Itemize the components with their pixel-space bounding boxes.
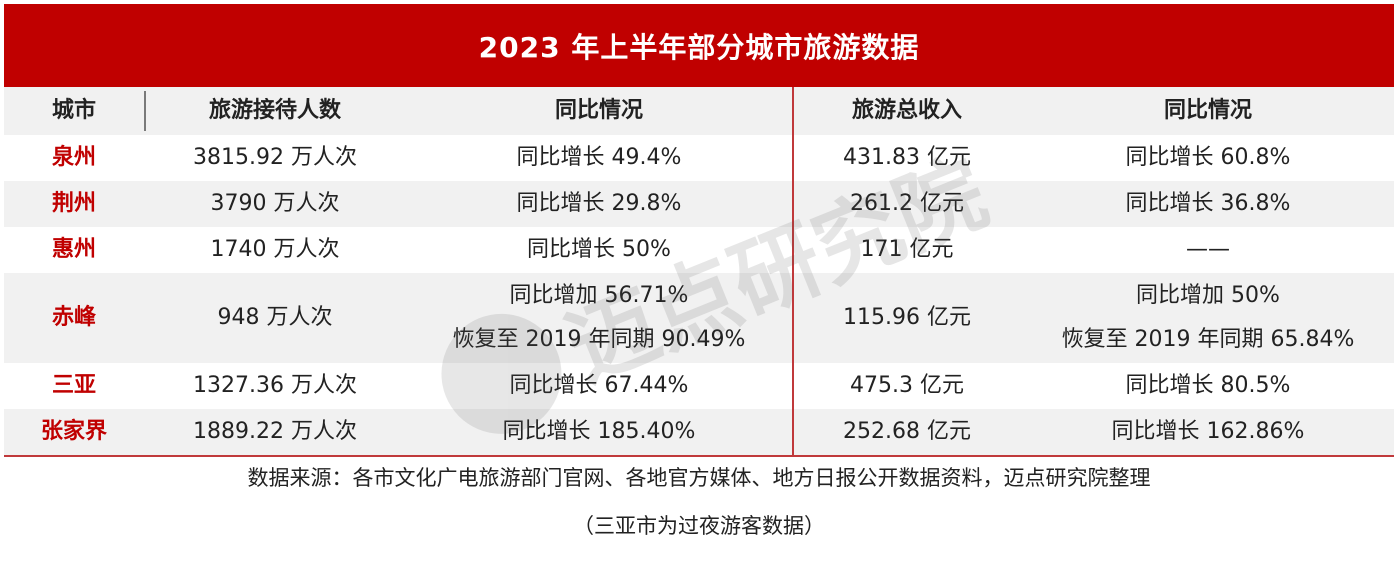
- table-bottom-border: [4, 455, 1394, 457]
- cell-text: 同比增长 49.4%: [516, 145, 682, 170]
- revenue-cell: 171 亿元: [792, 227, 1022, 273]
- cell-text: 同比增长 29.8%: [516, 191, 682, 216]
- cell-text: 恢复至 2019 年同期 65.84%: [1061, 327, 1355, 352]
- revenue-yoy-cell: 同比增长 162.86%: [1022, 409, 1394, 455]
- column-header: 旅游接待人数: [208, 98, 341, 123]
- cell-text: 同比增长 80.5%: [1125, 373, 1291, 398]
- section-divider: [792, 87, 794, 455]
- cell-text: 171 亿元: [860, 237, 954, 262]
- revenue-yoy-cell: 同比增加 50% 恢复至 2019 年同期 65.84%: [1022, 273, 1394, 363]
- visitors-yoy-cell: 同比增长 29.8%: [406, 181, 792, 227]
- revenue-cell: 115.96 亿元: [792, 273, 1022, 363]
- cell-text: 张家界: [40, 419, 107, 444]
- city-cell: 惠州: [4, 227, 144, 273]
- revenue-yoy-cell: ——: [1022, 227, 1394, 273]
- city-cell: 张家界: [4, 409, 144, 455]
- cell-text: 3790 万人次: [210, 191, 340, 216]
- cell-text: 252.68 亿元: [843, 419, 971, 444]
- cell-text: 惠州: [51, 237, 96, 262]
- cell-text: ——: [1186, 237, 1230, 262]
- table-title: 2023 年上半年部分城市旅游数据: [4, 4, 1394, 87]
- visitors-yoy-cell: 同比增长 50%: [406, 227, 792, 273]
- visitors-yoy-cell: 同比增长 49.4%: [406, 135, 792, 181]
- cell-text: 同比增长 185.40%: [502, 419, 696, 444]
- cell-text: 3815.92 万人次: [193, 145, 357, 170]
- city-cell: 荆州: [4, 181, 144, 227]
- visitors-cell: 1889.22 万人次: [144, 409, 406, 455]
- table-frame: 2023 年上半年部分城市旅游数据 城市 旅游接待人数 同比情况 旅游总收入 同比情况泉…: [4, 4, 1394, 555]
- cell-text: 恢复至 2019 年同期 90.49%: [452, 327, 746, 352]
- cell-text: 同比增长 60.8%: [1125, 145, 1291, 170]
- city-cell: 赤峰: [4, 273, 144, 363]
- cell-text: 1889.22 万人次: [193, 419, 357, 444]
- table-row: 荆州 3790 万人次 同比增长 29.8% 261.2 亿元 同比增长 36.8%: [4, 181, 1394, 227]
- cell-text: 475.3 亿元: [850, 373, 964, 398]
- city-cell: 三亚: [4, 363, 144, 409]
- visitors-yoy-cell: 同比增长 185.40%: [406, 409, 792, 455]
- cell-text: 同比增长 50%: [527, 237, 671, 262]
- table-row: 赤峰 948 万人次 同比增加 56.71% 恢复至 2019 年同期 90.49% 1…: [4, 273, 1394, 363]
- cell-text: 948 万人次: [217, 305, 333, 330]
- visitors-cell: 1327.36 万人次: [144, 363, 406, 409]
- revenue-cell: 431.83 亿元: [792, 135, 1022, 181]
- city-cell: 泉州: [4, 135, 144, 181]
- revenue-cell: 261.2 亿元: [792, 181, 1022, 227]
- cell-text: 同比增加 56.71%: [509, 283, 689, 308]
- revenue-cell: 252.68 亿元: [792, 409, 1022, 455]
- cell-text: 1327.36 万人次: [193, 373, 357, 398]
- revenue-yoy-cell: 同比增长 36.8%: [1022, 181, 1394, 227]
- visitors-cell: 3815.92 万人次: [144, 135, 406, 181]
- header-divider: [144, 91, 146, 131]
- cell-text: 赤峰: [51, 305, 96, 330]
- column-header: 同比情况: [554, 98, 643, 123]
- cell-text: 261.2 亿元: [850, 191, 964, 216]
- revenue-yoy-cell: 同比增长 60.8%: [1022, 135, 1394, 181]
- column-header: 同比情况: [1163, 98, 1252, 123]
- revenue-yoy-cell: 同比增长 80.5%: [1022, 363, 1394, 409]
- visitors-yoy-cell: 同比增加 56.71% 恢复至 2019 年同期 90.49%: [406, 273, 792, 363]
- cell-text: 115.96 亿元: [843, 305, 971, 330]
- cell-text: 同比增长 67.44%: [509, 373, 689, 398]
- cell-text: 1740 万人次: [210, 237, 340, 262]
- visitors-cell: 1740 万人次: [144, 227, 406, 273]
- table-row: 泉州 3815.92 万人次 同比增长 49.4% 431.83 亿元 同比增长 60.…: [4, 135, 1394, 181]
- column-header: 旅游总收入: [851, 98, 962, 123]
- cell-text: 同比增长 162.86%: [1111, 419, 1305, 444]
- table-row: 三亚 1327.36 万人次 同比增长 67.44% 475.3 亿元 同比增长 80.…: [4, 363, 1394, 409]
- cell-text: 同比增长 36.8%: [1125, 191, 1291, 216]
- table-row: 张家界 1889.22 万人次 同比增长 185.40% 252.68 亿元 同比增长 …: [4, 409, 1394, 455]
- cell-text: 同比增加 50%: [1136, 283, 1280, 308]
- visitors-yoy-cell: 同比增长 67.44%: [406, 363, 792, 409]
- table-row: 惠州 1740 万人次 同比增长 50% 171 亿元 ——: [4, 227, 1394, 273]
- cell-text: 泉州: [51, 145, 96, 170]
- footer-note: （三亚市为过夜游客数据）: [573, 514, 825, 538]
- header-row: 城市 旅游接待人数 同比情况 旅游总收入 同比情况: [4, 87, 1394, 135]
- visitors-cell: 3790 万人次: [144, 181, 406, 227]
- cell-text: 431.83 亿元: [843, 145, 971, 170]
- column-header: 城市: [51, 98, 96, 123]
- footer-source: 数据来源：各市文化广电旅游部门官网、各地官方媒体、地方日报公开数据资料，迈点研究…: [247, 466, 1151, 490]
- revenue-cell: 475.3 亿元: [792, 363, 1022, 409]
- cell-text: 三亚: [51, 373, 96, 398]
- visitors-cell: 948 万人次: [144, 273, 406, 363]
- cell-text: 荆州: [51, 191, 96, 216]
